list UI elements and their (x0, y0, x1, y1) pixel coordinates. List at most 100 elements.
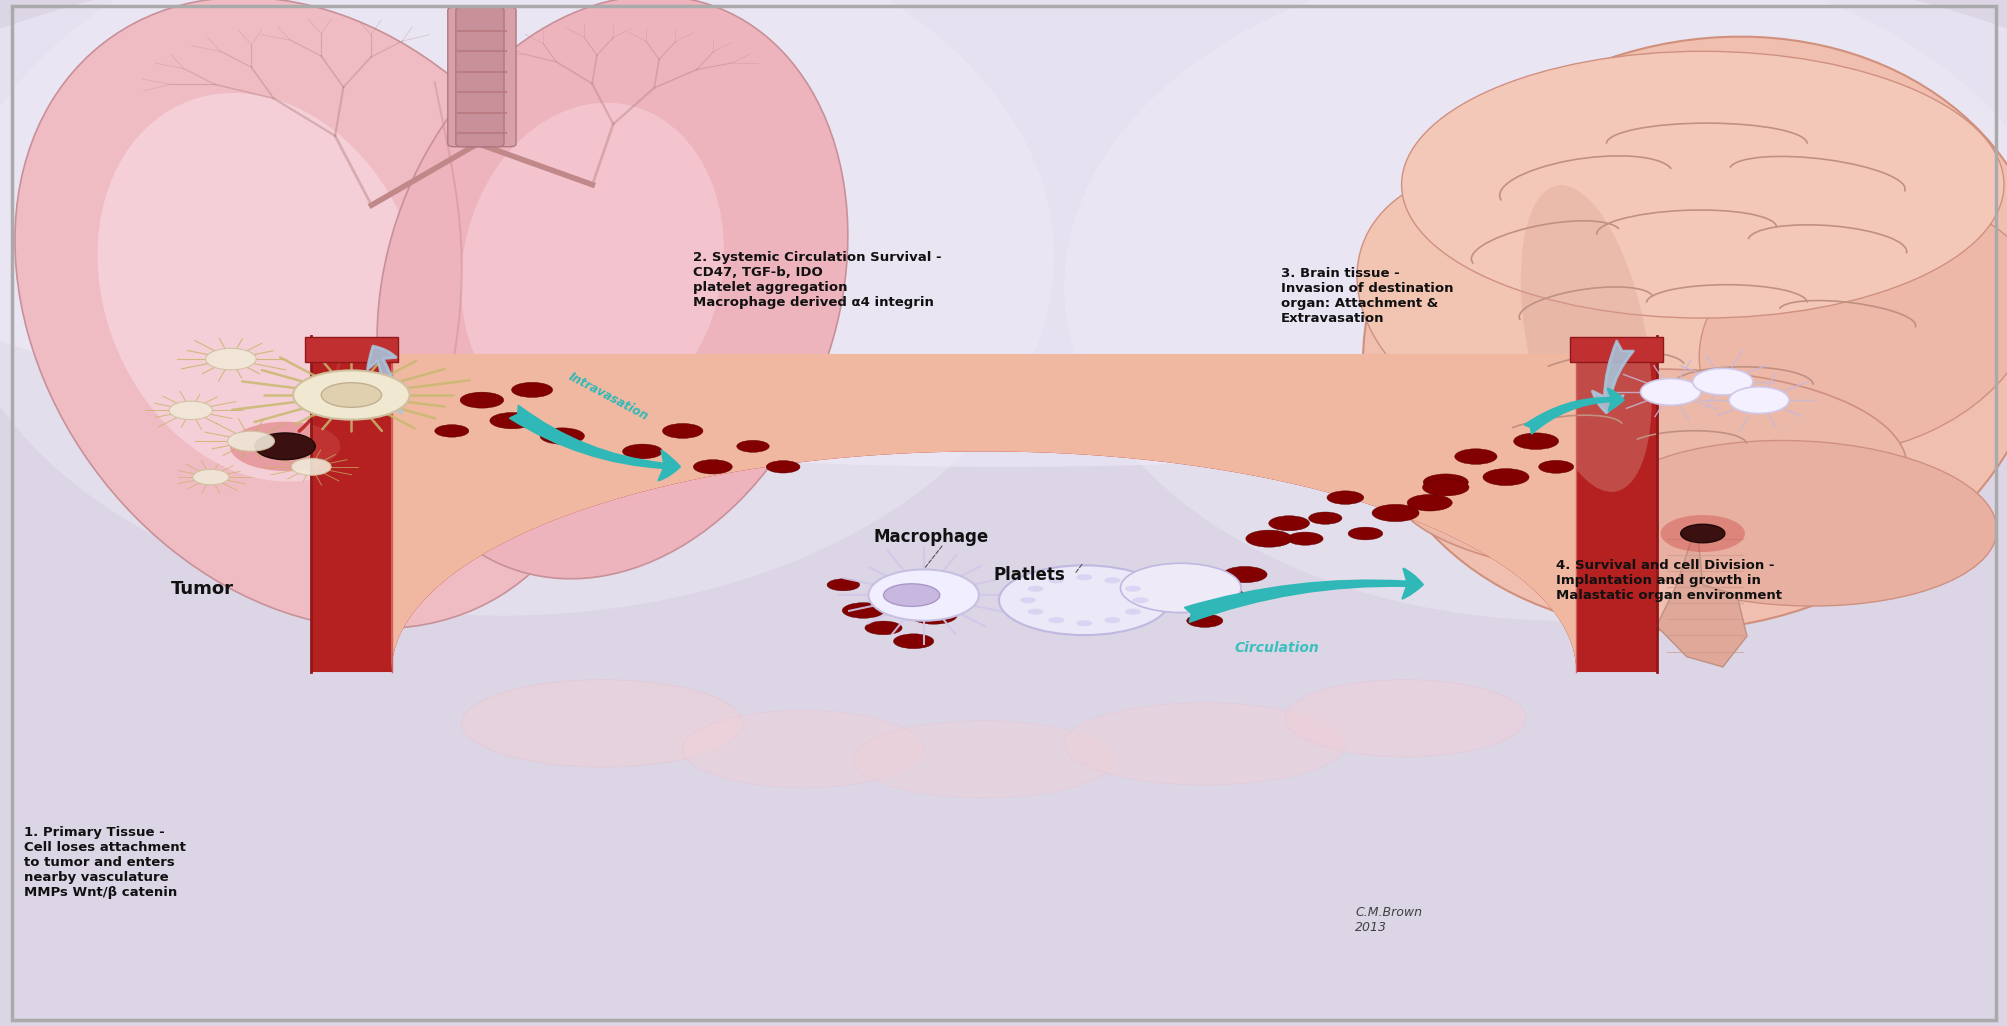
Ellipse shape (227, 431, 275, 451)
Ellipse shape (662, 424, 702, 438)
Ellipse shape (255, 433, 315, 460)
Ellipse shape (622, 444, 662, 459)
Ellipse shape (1680, 524, 1724, 543)
Ellipse shape (1104, 578, 1120, 584)
Ellipse shape (841, 602, 885, 619)
Ellipse shape (1519, 186, 1652, 491)
Ellipse shape (1598, 440, 1995, 606)
Ellipse shape (377, 0, 847, 579)
FancyArrowPatch shape (367, 346, 401, 412)
Ellipse shape (205, 349, 257, 370)
Ellipse shape (1076, 620, 1092, 626)
Text: Platlets: Platlets (993, 566, 1066, 585)
Ellipse shape (737, 440, 769, 452)
Ellipse shape (1204, 588, 1244, 602)
Ellipse shape (462, 103, 723, 431)
Ellipse shape (1483, 469, 1527, 485)
Ellipse shape (853, 720, 1114, 798)
Ellipse shape (321, 383, 381, 407)
Text: 2. Systemic Circulation Survival -
CD47, TGF-b, IDO
platelet aggregation
Macroph: 2. Systemic Circulation Survival - CD47,… (692, 251, 941, 310)
Ellipse shape (1028, 608, 1044, 615)
Ellipse shape (1692, 368, 1752, 395)
Ellipse shape (1120, 563, 1240, 613)
Ellipse shape (1357, 167, 1734, 448)
Ellipse shape (1401, 51, 2003, 318)
Ellipse shape (14, 0, 608, 629)
Ellipse shape (1048, 578, 1064, 584)
Text: Intravasation: Intravasation (566, 370, 650, 424)
Ellipse shape (1064, 0, 2007, 621)
Ellipse shape (460, 392, 504, 408)
Ellipse shape (1660, 515, 1744, 552)
Ellipse shape (1385, 369, 1907, 575)
Polygon shape (391, 354, 1575, 672)
Text: C.M.Brown
2013: C.M.Brown 2013 (1355, 906, 1421, 934)
Ellipse shape (1064, 703, 1345, 785)
FancyArrowPatch shape (1592, 341, 1632, 412)
Ellipse shape (1124, 608, 1140, 615)
Ellipse shape (1363, 37, 2007, 630)
Ellipse shape (1327, 490, 1363, 505)
Ellipse shape (682, 710, 923, 788)
Ellipse shape (1284, 679, 1525, 757)
Ellipse shape (1453, 448, 1497, 465)
Ellipse shape (692, 460, 733, 474)
Text: 4. Survival and cell Division -
Implantation and growth in
Malastatic organ envi: 4. Survival and cell Division - Implanta… (1555, 559, 1782, 602)
Ellipse shape (1222, 566, 1266, 583)
Ellipse shape (1124, 586, 1140, 592)
Ellipse shape (540, 428, 584, 444)
Ellipse shape (1698, 202, 2007, 455)
Ellipse shape (436, 425, 468, 437)
Text: 1. Primary Tissue -
Cell loses attachment
to tumor and enters
nearby vasculature: 1. Primary Tissue - Cell loses attachmen… (24, 826, 187, 899)
Ellipse shape (865, 621, 901, 635)
Ellipse shape (0, 0, 1054, 616)
Ellipse shape (1537, 461, 1573, 473)
Ellipse shape (169, 401, 213, 420)
Ellipse shape (1421, 479, 1469, 496)
Ellipse shape (1371, 505, 1419, 521)
Ellipse shape (827, 579, 859, 591)
Ellipse shape (1407, 495, 1451, 511)
Ellipse shape (1076, 575, 1092, 581)
Ellipse shape (490, 412, 534, 429)
Ellipse shape (1309, 512, 1341, 524)
Ellipse shape (98, 93, 423, 481)
FancyBboxPatch shape (1569, 337, 1662, 362)
FancyBboxPatch shape (448, 7, 516, 147)
Ellipse shape (229, 422, 339, 471)
Text: Macrophage: Macrophage (873, 528, 987, 547)
Ellipse shape (867, 569, 979, 621)
Ellipse shape (1268, 516, 1309, 530)
Ellipse shape (462, 680, 743, 767)
Ellipse shape (1104, 617, 1120, 623)
Polygon shape (1656, 523, 1746, 667)
FancyBboxPatch shape (305, 337, 397, 362)
FancyBboxPatch shape (456, 7, 504, 147)
Polygon shape (311, 400, 1656, 672)
Ellipse shape (1423, 474, 1467, 490)
Ellipse shape (291, 459, 331, 475)
Ellipse shape (1048, 617, 1064, 623)
Ellipse shape (512, 383, 552, 397)
Text: Circulation: Circulation (1234, 641, 1319, 656)
Ellipse shape (1028, 586, 1044, 592)
Ellipse shape (909, 607, 957, 624)
Ellipse shape (999, 565, 1168, 635)
Ellipse shape (767, 461, 799, 473)
Ellipse shape (883, 584, 939, 606)
Bar (1575, 354, 1656, 672)
Ellipse shape (293, 370, 409, 420)
Ellipse shape (1347, 527, 1383, 540)
Ellipse shape (1513, 433, 1557, 449)
Ellipse shape (1286, 532, 1323, 545)
Ellipse shape (1640, 379, 1700, 405)
Ellipse shape (1186, 615, 1222, 627)
Ellipse shape (0, 0, 2007, 467)
Ellipse shape (1728, 387, 1788, 413)
Text: 3. Brain tissue -
Invasion of destination
organ: Attachment &
Extravasation: 3. Brain tissue - Invasion of destinatio… (1280, 267, 1453, 325)
Ellipse shape (193, 469, 229, 485)
Bar (311, 354, 391, 672)
Ellipse shape (1244, 530, 1293, 547)
Ellipse shape (1020, 597, 1036, 603)
Ellipse shape (1132, 597, 1148, 603)
